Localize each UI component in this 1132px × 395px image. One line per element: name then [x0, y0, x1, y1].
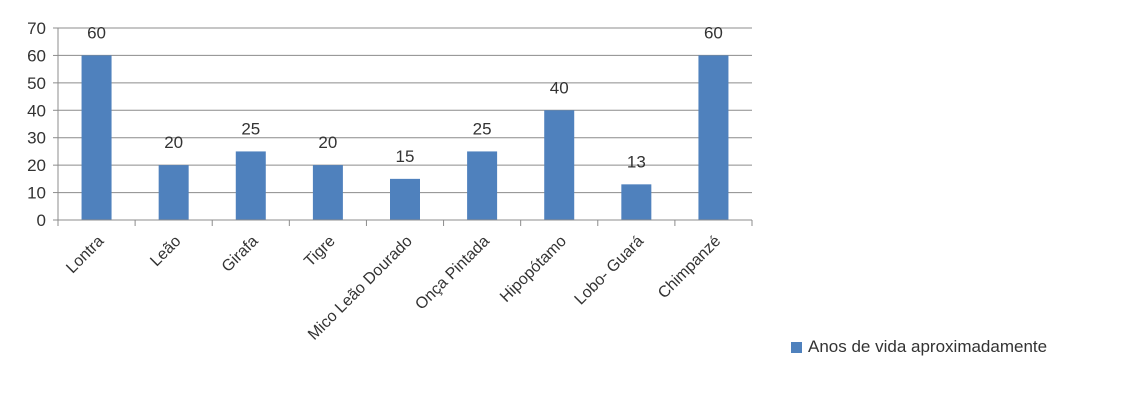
x-category-label: Hipopótamo	[497, 233, 570, 306]
y-tick-label: 20	[27, 156, 46, 175]
bar	[544, 110, 575, 220]
bar	[467, 151, 498, 220]
x-category-label: Girafa	[219, 233, 262, 276]
data-label: 20	[318, 133, 337, 152]
y-tick-label: 30	[27, 129, 46, 148]
bar	[621, 184, 652, 220]
bar	[158, 165, 189, 220]
data-label: 13	[627, 152, 646, 171]
y-tick-label: 10	[27, 184, 46, 203]
data-label: 40	[550, 78, 569, 97]
x-category-label: Lontra	[63, 233, 107, 277]
x-category-label: Leão	[147, 233, 184, 270]
y-tick-label: 60	[27, 46, 46, 65]
x-category-label: Chimpanzé	[655, 233, 724, 302]
axes	[57, 28, 753, 226]
legend: Anos de vida aproximadamente	[791, 337, 1047, 357]
data-label: 60	[704, 23, 723, 42]
data-label: 25	[473, 119, 492, 138]
y-tick-label: 70	[27, 19, 46, 38]
legend-swatch	[791, 341, 802, 353]
data-label: 20	[164, 133, 183, 152]
data-label: 25	[241, 119, 260, 138]
x-category-label: Onça Pintada	[412, 233, 493, 314]
bar	[235, 151, 266, 220]
bar	[390, 178, 420, 220]
x-category-label: Tigre	[301, 233, 338, 270]
bar	[81, 55, 112, 220]
x-category-label: Lobo- Guará	[572, 233, 648, 309]
legend-label: Anos de vida aproximadamente	[808, 337, 1048, 356]
data-label: 15	[396, 147, 415, 166]
y-axis-ticks: 0 10 20 30 40 50 60 70	[27, 19, 58, 230]
y-tick-label: 0	[37, 211, 46, 230]
bar	[698, 55, 729, 220]
data-label: 60	[87, 23, 106, 42]
bar	[312, 165, 343, 220]
y-tick-label: 50	[27, 74, 46, 93]
data-labels: 60 20 25 20 15 25 40 13 60	[87, 23, 723, 171]
y-tick-label: 40	[27, 101, 46, 120]
bars	[81, 55, 729, 220]
